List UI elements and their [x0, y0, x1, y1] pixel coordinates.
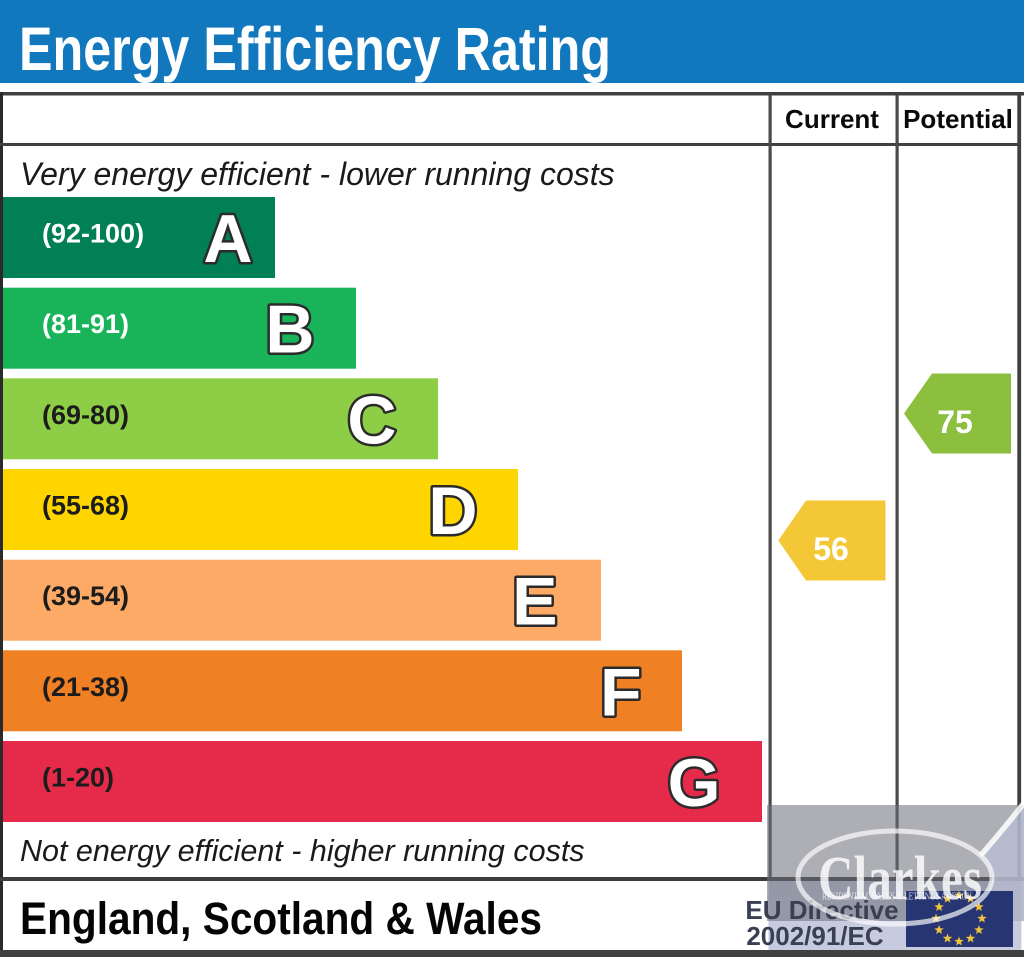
svg-text:A: A	[203, 201, 252, 277]
svg-text:C: C	[347, 382, 396, 458]
svg-text:(81-91): (81-91)	[42, 309, 129, 339]
svg-text:(69-80): (69-80)	[42, 400, 129, 430]
svg-text:75: 75	[937, 404, 973, 440]
svg-text:(55-68): (55-68)	[42, 491, 129, 521]
svg-text:G: G	[668, 745, 721, 821]
svg-text:(39-54): (39-54)	[42, 581, 129, 611]
svg-text:2002/91/EC: 2002/91/EC	[746, 921, 884, 951]
svg-text:56: 56	[813, 531, 849, 567]
svg-text:D: D	[428, 473, 477, 549]
svg-text:F: F	[600, 654, 642, 730]
svg-text:(92-100): (92-100)	[42, 219, 144, 249]
svg-text:E: E	[512, 564, 557, 640]
svg-text:Not energy efficient - higher: Not energy efficient - higher running co…	[20, 834, 585, 868]
svg-text:(21-38): (21-38)	[42, 672, 129, 702]
svg-text:England, Scotland & Wales: England, Scotland & Wales	[20, 893, 542, 944]
svg-text:Energy Efficiency Rating: Energy Efficiency Rating	[19, 15, 611, 83]
svg-text:Very energy efficient - lower: Very energy efficient - lower running co…	[20, 156, 615, 192]
svg-text:Current: Current	[785, 104, 879, 134]
svg-text:(1-20): (1-20)	[42, 763, 114, 793]
svg-text:Potential: Potential	[903, 104, 1013, 134]
svg-text:B: B	[265, 292, 314, 368]
svg-text:RESIDENTIAL SALES & LETTINGS A: RESIDENTIAL SALES & LETTINGS AGENCY	[822, 892, 972, 903]
svg-text:Clarkes: Clarkes	[818, 845, 982, 913]
